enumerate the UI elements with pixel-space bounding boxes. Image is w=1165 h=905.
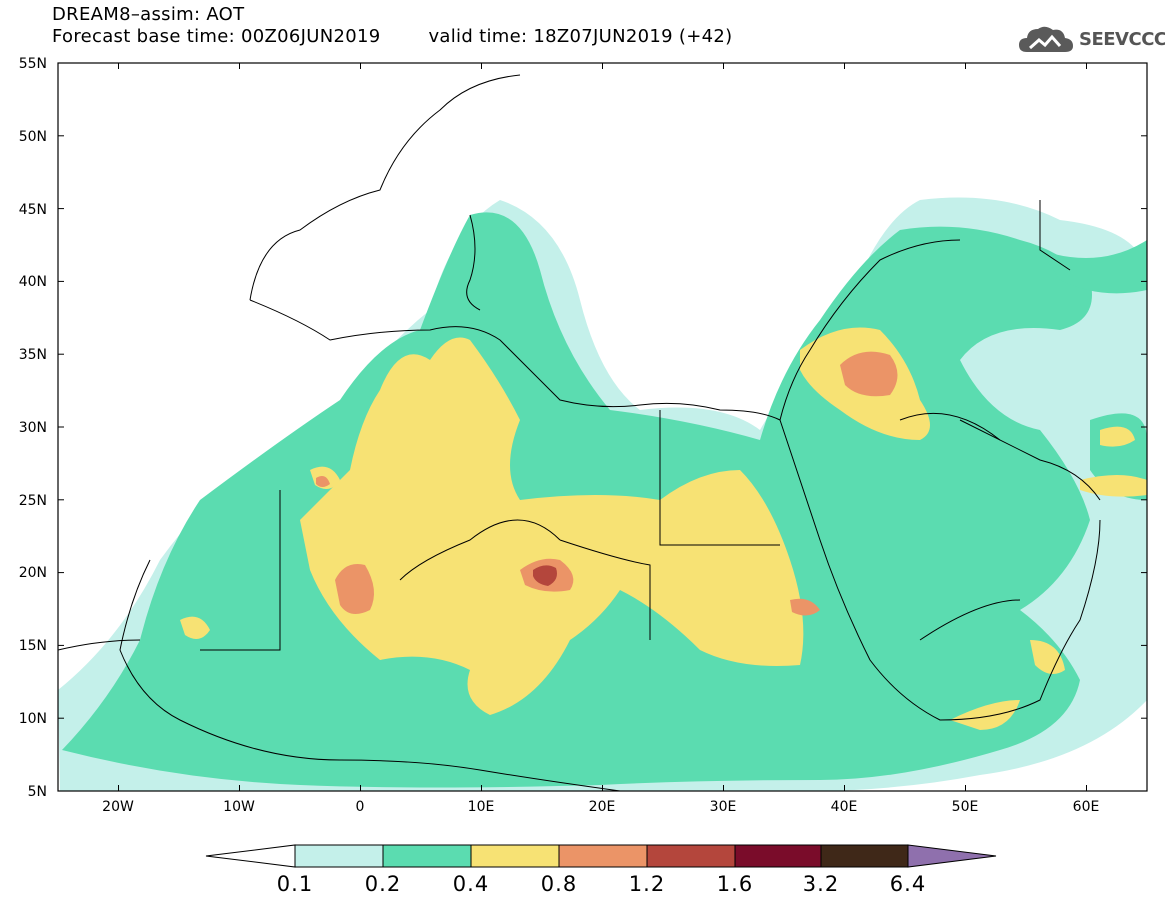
colorbar-label: 1.2 bbox=[628, 872, 666, 896]
lat-label: 45N bbox=[19, 202, 47, 218]
valid-time: valid time: 18Z07JUN2019 (+42) bbox=[428, 26, 733, 47]
lon-label: 50E bbox=[952, 799, 979, 815]
lon-label: 30E bbox=[710, 799, 737, 815]
colorbar-segment bbox=[382, 844, 472, 868]
colorbar-segment bbox=[294, 844, 384, 868]
aot-band-1-2 bbox=[533, 565, 557, 586]
colorbar-under-triangle bbox=[205, 844, 296, 868]
lat-label: 20N bbox=[19, 565, 47, 581]
lat-label: 25N bbox=[19, 493, 47, 509]
time-info: Forecast base time: 00Z06JUN2019 valid ti… bbox=[52, 26, 732, 48]
colorbar-label: 6.4 bbox=[889, 872, 927, 896]
colorbar-segment bbox=[646, 844, 736, 868]
lat-label: 50N bbox=[19, 129, 47, 145]
lon-label: 10E bbox=[468, 799, 495, 815]
lat-label: 35N bbox=[19, 347, 47, 363]
colorbar-label: 3.2 bbox=[802, 872, 840, 896]
colorbar-label: 0.8 bbox=[540, 872, 578, 896]
lat-label: 15N bbox=[19, 638, 47, 654]
seevccc-logo: SEEVCCC bbox=[1017, 22, 1165, 56]
cloud-icon bbox=[1019, 26, 1073, 52]
lat-label: 40N bbox=[19, 274, 47, 290]
lon-label: 40E bbox=[831, 799, 858, 815]
aot-contours bbox=[58, 197, 1147, 791]
lon-label: 60E bbox=[1073, 799, 1100, 815]
map-title-block: DREAM8–assim: AOT Forecast base time: 00… bbox=[52, 4, 732, 48]
colorbar-label: 0.4 bbox=[452, 872, 490, 896]
lon-label: 20E bbox=[589, 799, 616, 815]
colorbar-label: 0.2 bbox=[364, 872, 402, 896]
lat-label: 10N bbox=[19, 711, 47, 727]
lon-tick-marks bbox=[118, 63, 1087, 791]
colorbar-segment bbox=[734, 844, 822, 868]
colorbar-segment bbox=[558, 844, 648, 868]
coastlines bbox=[58, 74, 1101, 791]
base-time: Forecast base time: 00Z06JUN2019 bbox=[52, 26, 381, 47]
lon-label: 0 bbox=[356, 799, 365, 815]
lat-label: 55N bbox=[19, 56, 47, 72]
lon-label: 10W bbox=[223, 799, 255, 815]
colorbar-label: 0.1 bbox=[276, 872, 314, 896]
colorbar-segment bbox=[820, 844, 909, 868]
map-title: DREAM8–assim: AOT bbox=[52, 4, 245, 25]
aot-band-0-4 bbox=[180, 327, 1147, 730]
logo-text: SEEVCCC bbox=[1079, 28, 1165, 50]
lat-tick-marks bbox=[58, 62, 1147, 792]
lat-label: 30N bbox=[19, 420, 47, 436]
colorbar-segment bbox=[470, 844, 560, 868]
lat-label: 5N bbox=[28, 784, 47, 800]
lon-label: 20W bbox=[102, 799, 134, 815]
colorbar-label: 1.6 bbox=[716, 872, 754, 896]
colorbar-over-triangle bbox=[907, 844, 997, 868]
